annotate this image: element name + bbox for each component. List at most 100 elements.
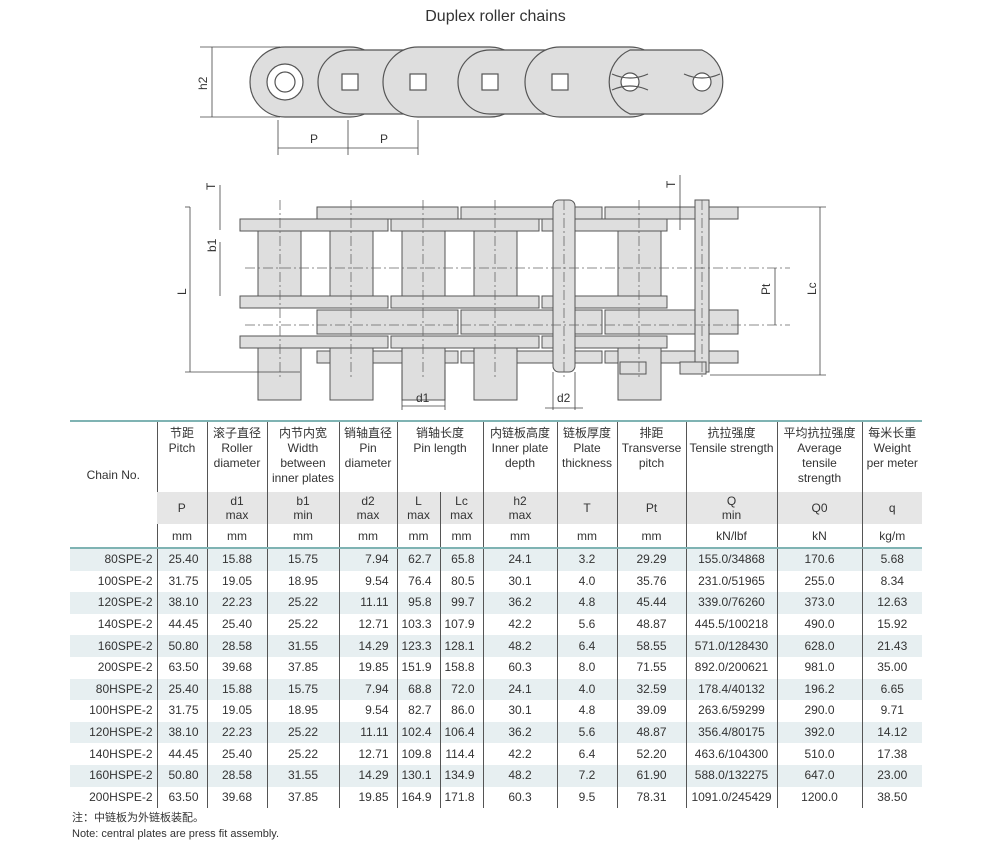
value-cell: 123.3 xyxy=(396,635,440,657)
header-symbol: h2 max xyxy=(482,492,557,524)
value-cell: 71.55 xyxy=(616,656,686,679)
value-cell: 25.40 xyxy=(206,613,267,636)
header-en: Pitch xyxy=(168,441,196,455)
value-cell: 17.38 xyxy=(861,743,922,765)
side-view-dimensions xyxy=(200,46,419,155)
value-cell: 18.95 xyxy=(266,570,339,593)
chain-number-cell: 100SPE-2 xyxy=(97,573,153,588)
value-cell: 44.45 xyxy=(156,613,207,636)
column-header: 节距 Pitch xyxy=(156,420,207,492)
value-cell: 109.8 xyxy=(396,743,440,765)
value-cell: 178.4/40132 xyxy=(685,678,777,701)
value-cell: 19.85 xyxy=(338,656,397,679)
symbol: Lc xyxy=(455,494,468,508)
header-zh: 销轴直径 xyxy=(343,426,392,440)
chain-drawing: P P h2 xyxy=(175,46,826,410)
chain-number-cell: 200SPE-2 xyxy=(97,660,153,675)
column-header: 内节内宽 Width between inner plates xyxy=(266,420,339,492)
value-cell: 39.68 xyxy=(206,786,267,809)
value-cell: 24.1 xyxy=(482,678,557,701)
value-cell: 25.22 xyxy=(266,721,339,744)
symbol: h2 xyxy=(513,494,527,508)
value-cell: 196.2 xyxy=(776,678,862,701)
header-unit: mm xyxy=(156,524,207,549)
value-cell: 15.92 xyxy=(861,613,922,636)
header-en: Inner plate depth xyxy=(491,441,549,470)
header-unit: mm xyxy=(266,524,339,549)
value-cell: 12.71 xyxy=(338,613,397,636)
value-cell: 11.11 xyxy=(338,592,397,614)
value-cell: 339.0/76260 xyxy=(685,592,777,614)
value-cell: 28.58 xyxy=(206,764,267,787)
dim-label-pt: Pt xyxy=(759,283,773,295)
value-cell: 50.80 xyxy=(156,635,207,657)
value-cell: 36.2 xyxy=(482,721,557,744)
header-unit: mm xyxy=(396,524,440,549)
value-cell: 22.23 xyxy=(206,592,267,614)
inner-plates xyxy=(239,218,668,309)
value-cell: 171.8 xyxy=(439,786,483,809)
table-row: 100HSPE-2 31.75 19.05 18.95 9.54 82.7 86.0 30.1… xyxy=(70,700,922,722)
symbol: L xyxy=(415,494,422,508)
value-cell: 25.40 xyxy=(206,743,267,765)
value-cell: 6.65 xyxy=(861,678,922,701)
symbol: q xyxy=(888,501,896,515)
value-cell: 1091.0/245429 xyxy=(685,786,777,809)
value-cell: 38.10 xyxy=(156,721,207,744)
value-cell: 21.43 xyxy=(861,635,922,657)
dim-label-b1: b1 xyxy=(205,238,219,252)
value-cell: 445.5/100218 xyxy=(685,613,777,636)
value-cell: 37.85 xyxy=(266,786,339,809)
value-cell: 5.6 xyxy=(556,721,617,744)
value-cell: 60.3 xyxy=(482,786,557,809)
dim-label-p: P xyxy=(310,132,318,146)
value-cell: 48.2 xyxy=(482,764,557,787)
value-cell: 114.4 xyxy=(439,743,483,765)
value-cell: 12.71 xyxy=(338,743,397,765)
table-row: 80SPE-2 25.40 15.88 15.75 7.94 62.7 65.8 24.1 3.… xyxy=(70,548,922,571)
header-en: Roller diameter xyxy=(213,441,261,470)
header-zh: 滚子直径 xyxy=(212,426,261,440)
value-cell: 8.34 xyxy=(861,570,922,593)
dim-label-d1: d1 xyxy=(416,391,430,405)
symbol-qualifier: max xyxy=(450,508,473,522)
header-zh: 节距 xyxy=(169,426,194,440)
header-unit: mm xyxy=(206,524,267,549)
column-header: 链板厚度 Plate thickness xyxy=(556,420,617,492)
top-view-dimensions xyxy=(185,175,826,410)
value-cell: 82.7 xyxy=(396,700,440,722)
header-symbol: T xyxy=(556,492,617,524)
header-symbol: Lc max xyxy=(439,492,483,524)
value-cell: 6.4 xyxy=(556,635,617,657)
value-cell: 164.9 xyxy=(396,786,440,809)
note-zh: 注：中链板为外链板装配。 xyxy=(72,812,204,824)
value-cell: 32.59 xyxy=(616,678,686,701)
header-en: Average tensile strength xyxy=(797,441,842,485)
specs-table: Chain No. 节距 Pitch 滚子直径 Roller diameter 内节内宽… xyxy=(70,420,922,809)
value-cell: 588.0/132275 xyxy=(685,764,777,787)
value-cell: 14.29 xyxy=(338,635,397,657)
dim-label-d2: d2 xyxy=(557,391,571,405)
header-zh: 抗拉强度 xyxy=(707,426,756,440)
value-cell: 19.05 xyxy=(206,700,267,722)
value-cell: 39.09 xyxy=(616,700,686,722)
header-symbol: d2 max xyxy=(338,492,397,524)
dim-label-t: T xyxy=(664,180,678,188)
table-row: 200SPE-2 63.50 39.68 37.85 19.85 151.9 158.8 60… xyxy=(70,656,922,679)
value-cell: 647.0 xyxy=(776,764,862,787)
chain-number-cell: 80SPE-2 xyxy=(70,548,157,571)
header-zh: 排距 xyxy=(639,426,664,440)
value-cell: 65.8 xyxy=(439,548,483,571)
column-header: 滚子直径 Roller diameter xyxy=(206,420,267,492)
value-cell: 61.90 xyxy=(616,764,686,787)
value-cell: 25.22 xyxy=(266,743,339,765)
value-cell: 102.4 xyxy=(396,721,440,744)
value-cell: 14.29 xyxy=(338,764,397,787)
value-cell: 44.45 xyxy=(156,743,207,765)
header-unit: kN/lbf xyxy=(685,524,777,549)
header-zh: 平均抗拉强度 xyxy=(783,426,856,440)
value-cell: 30.1 xyxy=(482,570,557,593)
value-cell: 170.6 xyxy=(776,548,862,571)
value-cell: 31.75 xyxy=(156,570,207,593)
